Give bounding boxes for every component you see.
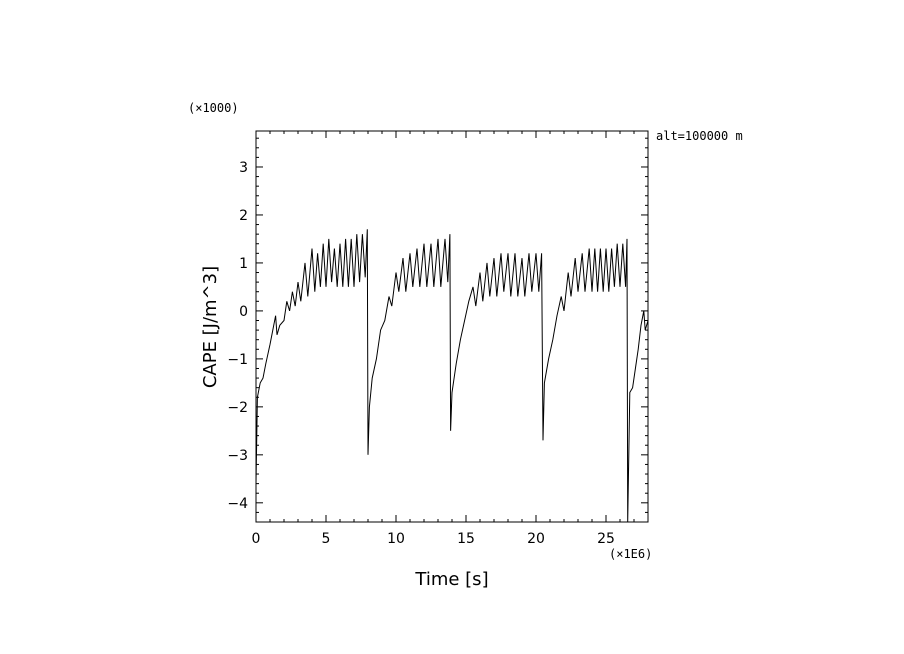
x-tick-label: 5 [322,531,331,547]
x-multiplier-label: (×1E6) [609,547,652,561]
x-tick-label: 0 [252,531,261,547]
y-axis-ticks [256,137,648,523]
x-axis-tick-labels: 0 5 10 15 20 25 [252,531,615,547]
x-tick-label: 20 [527,531,545,547]
y-tick-label: 3 [239,160,248,176]
x-tick-label: 25 [597,531,615,547]
y-tick-label: 2 [239,208,248,224]
y-multiplier-label: (×1000) [188,101,239,115]
x-axis-title: Time [s] [414,569,488,590]
y-axis-tick-labels: −4 −3 −2 −1 0 1 2 3 [227,160,248,512]
x-tick-label: 10 [387,531,405,547]
x-tick-label: 15 [457,531,475,547]
cape-series-line [255,229,649,523]
altitude-annotation: alt=100000 m [656,129,743,143]
x-axis-ticks [255,131,649,522]
y-tick-label: 0 [239,304,248,320]
y-tick-label: −1 [227,352,248,368]
y-tick-label: −2 [227,400,248,416]
y-tick-label: −4 [227,496,248,512]
y-axis-title: CAPE [J/m^3] [200,266,221,388]
y-tick-label: 1 [239,256,248,272]
plot-frame [255,130,649,523]
y-tick-label: −3 [227,448,248,464]
